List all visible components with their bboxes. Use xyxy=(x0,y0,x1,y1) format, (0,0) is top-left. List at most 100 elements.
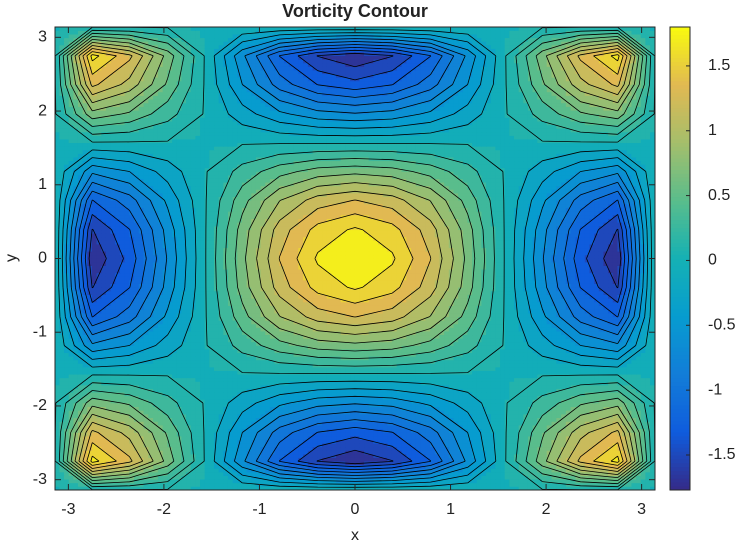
fill-cell xyxy=(153,446,159,451)
fill-cell xyxy=(153,384,159,389)
fill-cell xyxy=(153,413,159,419)
fill-cell xyxy=(265,453,271,458)
fill-cell xyxy=(336,366,342,371)
fill-cell xyxy=(532,388,538,393)
fill-cell xyxy=(364,373,370,379)
fill-cell xyxy=(594,424,600,430)
fill-cell xyxy=(514,471,520,476)
fill-cell xyxy=(312,442,319,448)
fill-cell xyxy=(532,446,538,451)
fill-cell xyxy=(181,460,187,466)
fill-cell xyxy=(532,457,538,462)
fill-cell xyxy=(96,486,102,491)
fill-cell xyxy=(458,395,464,400)
fill-cell xyxy=(434,428,441,433)
fill-cell xyxy=(119,464,126,469)
fill-cell xyxy=(509,442,515,448)
fill-cell xyxy=(411,450,417,455)
fill-cell xyxy=(575,373,581,379)
fill-cell xyxy=(626,468,633,473)
fill-cell xyxy=(373,450,379,455)
fill-cell xyxy=(303,439,309,444)
fill-cell xyxy=(472,410,478,415)
fill-cell xyxy=(589,464,595,469)
fill-cell xyxy=(448,417,455,422)
fill-cell xyxy=(162,442,169,448)
fill-cell xyxy=(153,406,159,411)
fill-cell xyxy=(237,417,243,422)
fill-cell xyxy=(129,355,135,361)
fill-cell xyxy=(293,388,299,393)
fill-cell xyxy=(617,442,623,448)
fill-cell xyxy=(458,453,464,458)
fill-cell xyxy=(565,478,572,484)
fill-cell xyxy=(133,345,140,350)
fill-cell xyxy=(523,377,529,382)
fill-cell xyxy=(481,442,487,448)
fill-cell xyxy=(354,453,360,458)
fill-cell xyxy=(317,460,323,466)
fill-cell xyxy=(288,388,295,393)
fill-cell xyxy=(509,432,515,437)
fill-cell xyxy=(434,457,441,462)
fill-cell xyxy=(148,424,154,430)
fill-cell xyxy=(546,446,553,451)
fill-cell xyxy=(458,428,464,433)
fill-cell xyxy=(608,377,614,382)
fill-cell xyxy=(364,348,370,353)
fill-cell xyxy=(307,366,314,371)
fill-cell xyxy=(190,421,196,426)
fill-cell xyxy=(575,413,581,419)
fill-cell xyxy=(293,468,299,473)
fill-cell xyxy=(556,413,562,419)
fill-cell xyxy=(148,457,154,462)
fill-cell xyxy=(368,486,374,491)
fill-cell xyxy=(472,486,478,491)
fill-cell xyxy=(391,439,398,444)
fill-cell xyxy=(298,486,304,491)
fill-cell xyxy=(439,345,445,350)
fill-cell xyxy=(467,355,473,361)
fill-cell xyxy=(345,446,351,451)
fill-cell xyxy=(274,482,280,487)
fill-cell xyxy=(631,482,637,487)
fill-cell xyxy=(359,428,365,433)
fill-cell xyxy=(119,355,126,361)
fill-cell xyxy=(153,377,159,382)
fill-cell xyxy=(518,428,524,433)
fill-cell xyxy=(307,373,314,379)
fill-cell xyxy=(322,428,328,433)
fill-cell xyxy=(364,424,370,430)
fill-cell xyxy=(377,464,384,469)
fill-cell xyxy=(373,406,379,411)
fill-cell xyxy=(59,391,65,397)
fill-cell xyxy=(481,478,487,484)
fill-cell xyxy=(561,417,567,422)
fill-cell xyxy=(523,435,529,440)
fill-cell xyxy=(612,391,619,397)
fill-cell xyxy=(148,471,154,476)
fill-cell xyxy=(265,388,271,393)
fill-cell xyxy=(391,381,398,386)
fill-cell xyxy=(336,395,342,400)
fill-cell xyxy=(204,373,210,379)
fill-cell xyxy=(594,471,600,476)
fill-cell xyxy=(523,359,529,364)
fill-cell xyxy=(420,388,427,393)
fill-cell xyxy=(186,381,192,386)
fill-cell xyxy=(317,424,323,430)
fill-cell xyxy=(467,359,473,364)
fill-cell xyxy=(73,402,79,407)
fill-cell xyxy=(186,460,192,466)
fill-cell xyxy=(68,406,74,411)
fill-cell xyxy=(232,377,238,382)
fill-cell xyxy=(448,359,455,364)
fill-cell xyxy=(172,381,178,386)
fill-cell xyxy=(495,381,501,386)
fill-cell xyxy=(119,475,126,480)
fill-cell xyxy=(68,450,74,455)
fill-cell xyxy=(368,345,374,350)
fill-cell xyxy=(396,377,403,382)
fill-cell xyxy=(561,460,567,466)
fill-cell xyxy=(110,450,116,455)
